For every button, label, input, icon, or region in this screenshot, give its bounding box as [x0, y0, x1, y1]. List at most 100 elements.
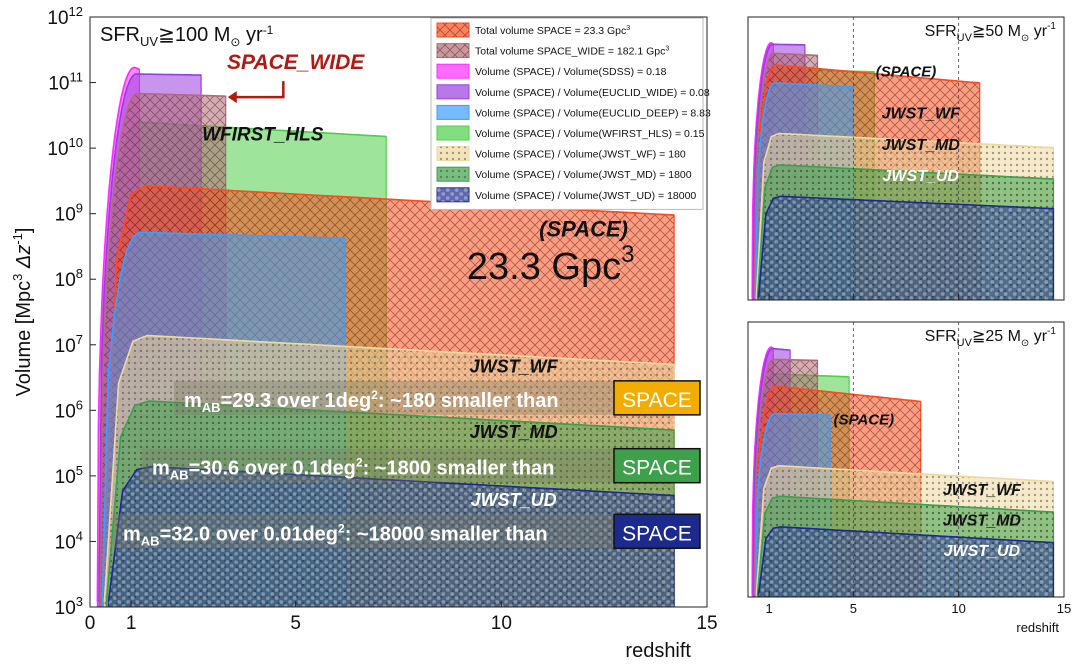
y-tick-label: 108: [55, 266, 83, 291]
area-jwst-wf-curve: [755, 464, 1054, 595]
legend-entry-space: Total volume SPACE = 23.3 Gpc3: [475, 25, 630, 37]
legend-entry-jwst-md: Volume (SPACE) / Volume(JWST_MD) = 1800: [475, 169, 692, 181]
area-space-wide-curve: [753, 358, 818, 595]
y-tick-label: 106: [55, 397, 83, 422]
area-jwst-ud-curve: [757, 195, 1054, 298]
x-axis-label: redshift: [625, 640, 691, 662]
area-euclid-wide-curve: [752, 347, 791, 595]
main-chart: 0 1 5 10 15103104105106107108109101010111012…: [10, 4, 718, 662]
callout-text: mAB=32.0 over 0.01deg2: ~18000 smaller t…: [123, 521, 548, 548]
label-wfirst-hls: WFIRST_HLS: [202, 125, 324, 146]
area-euclid-wide-curve: [98, 73, 202, 602]
area-sdss-curve: [96, 66, 140, 602]
callout-3: mAB=32.0 over 0.01deg2: ~18000 smaller t…: [113, 513, 701, 550]
y-axis-label: Volume [Mpc3 Δz-1]: [10, 228, 35, 397]
x-tick-label: 5: [850, 601, 857, 616]
label-jwst-ud: JWST_UD: [944, 543, 1021, 560]
area-euclid-deep-curve: [754, 82, 854, 298]
area-euclid-wide-curve: [752, 43, 805, 298]
space-wide-arrow: [233, 81, 285, 99]
inset-chart-sfr50: SFRUV≧50 M⊙ yr-1 (SPACE) JWST_WF JWST_MD JWS…: [747, 16, 1065, 301]
callout-space-box: [613, 447, 701, 484]
area-sdss-curve: [751, 346, 774, 595]
label-jwst-ud: JWST_UD: [883, 168, 960, 185]
space-total-volume: 23.3 Gpc3: [467, 241, 635, 288]
x-tick-label: 15: [696, 613, 717, 634]
area-sdss-curve: [751, 42, 774, 298]
legend-swatch-sdss: [436, 63, 470, 79]
series-areas: [751, 346, 1055, 597]
legend-box: [430, 17, 704, 210]
area-jwst-ud-curve: [107, 465, 675, 602]
legend: Total volume SPACE = 23.3 Gpc3 Total volu…: [430, 17, 711, 210]
legend-entry-euclid-deep: Volume (SPACE) / Volume(EUCLID_DEEP) = 8…: [475, 107, 711, 119]
y-tick-label: 103: [55, 594, 83, 619]
area-jwst-ud-pattern: [108, 466, 675, 607]
area-euclid-deep-curve: [101, 231, 346, 602]
area-space-wide-curve: [99, 92, 226, 602]
area-euclid-deep-curve: [754, 412, 831, 595]
callout-space-box: [613, 513, 701, 550]
label-space: (SPACE): [834, 411, 895, 428]
series-areas: [751, 42, 1055, 300]
y-tick-label: 1012: [47, 4, 83, 29]
area-jwst-md-curve: [756, 164, 1054, 298]
label-jwst-md: JWST_MD: [882, 137, 961, 154]
x-tick-label: 1: [765, 601, 772, 616]
x-tick-label: 15: [1057, 601, 1071, 616]
area-jwst-md-curve: [105, 400, 675, 602]
legend-swatch-euclid-deep: [436, 104, 470, 120]
callout-space-label: SPACE: [622, 522, 692, 545]
area-jwst-wf-curve: [103, 334, 675, 602]
x-tick-label: 0: [85, 613, 96, 634]
sfr-threshold-title: SFRUV≧50 M⊙ yr-1: [925, 21, 1057, 44]
callout-2: mAB=30.6 over 0.1deg2: ~1800 smaller tha…: [142, 447, 701, 484]
callout-band: [174, 380, 700, 415]
plot-frame: [89, 16, 708, 608]
label-jwst-md: JWST_MD: [470, 422, 558, 442]
label-space: (SPACE): [539, 216, 628, 241]
area-space-curve: [754, 385, 921, 595]
legend-entry-euclid-wide: Volume (SPACE) / Volume(EUCLID_WIDE) = 0…: [475, 87, 710, 99]
area-space-curve: [754, 64, 980, 298]
legend-swatch-pattern: [437, 23, 469, 37]
area-jwst-md-curve: [756, 495, 1054, 595]
callout-space-box: [613, 380, 701, 416]
label-jwst-ud: JWST_UD: [471, 490, 557, 510]
legend-entry-sdss: Volume (SPACE) / Volume(SDSS) = 0.18: [475, 66, 667, 78]
plot-frame: [747, 16, 1065, 301]
x-tick-label: 10: [951, 601, 965, 616]
label-space: (SPACE): [876, 63, 937, 80]
y-tick-label: 107: [55, 332, 83, 357]
label-space-wide: SPACE_WIDE: [227, 51, 365, 74]
y-tick-label: 109: [55, 201, 83, 226]
legend-swatch-wfirst: [436, 125, 470, 141]
legend-swatch-pattern: [437, 146, 469, 161]
area-jwst-wf-curve: [755, 132, 1054, 298]
label-jwst-wf: JWST_WF: [943, 482, 1022, 499]
x-axis-label: redshift: [1016, 620, 1059, 635]
callout-band: [113, 514, 700, 549]
x-tick-label: 5: [290, 613, 301, 634]
x-tick-label: 10: [491, 613, 512, 634]
legend-swatch-euclid-wide: [436, 84, 470, 100]
area-jwst-ud-pattern: [758, 196, 1054, 300]
area-jwst-ud-curve: [757, 526, 1054, 595]
callout-space-label: SPACE: [622, 457, 692, 480]
legend-entry-jwst-ud: Volume (SPACE) / Volume(JWST_UD) = 18000: [475, 190, 696, 202]
legend-entry-wfirst: Volume (SPACE) / Volume(WFIRST_HLS) = 0.…: [475, 128, 705, 140]
callout-text: mAB=29.3 over 1deg2: ~180 smaller than: [184, 388, 559, 415]
sfr-threshold-title: SFRUV≧100 M⊙ yr-1: [100, 23, 274, 49]
y-tick-label: 104: [55, 528, 83, 553]
space-wide-arrowhead: [227, 91, 237, 104]
label-jwst-wf: JWST_WF: [882, 105, 961, 122]
sfr-threshold-title: SFRUV≧25 M⊙ yr-1: [925, 326, 1057, 349]
callout-text: mAB=30.6 over 0.1deg2: ~1800 smaller tha…: [152, 456, 554, 483]
legend-swatch-pattern: [437, 43, 469, 58]
area-space-wide-curve: [753, 52, 818, 298]
legend-entry-space-wide: Total volume SPACE_WIDE = 182.1 Gpc3: [475, 46, 669, 58]
legend-swatch-pattern: [437, 187, 469, 202]
callout-band: [142, 448, 700, 483]
